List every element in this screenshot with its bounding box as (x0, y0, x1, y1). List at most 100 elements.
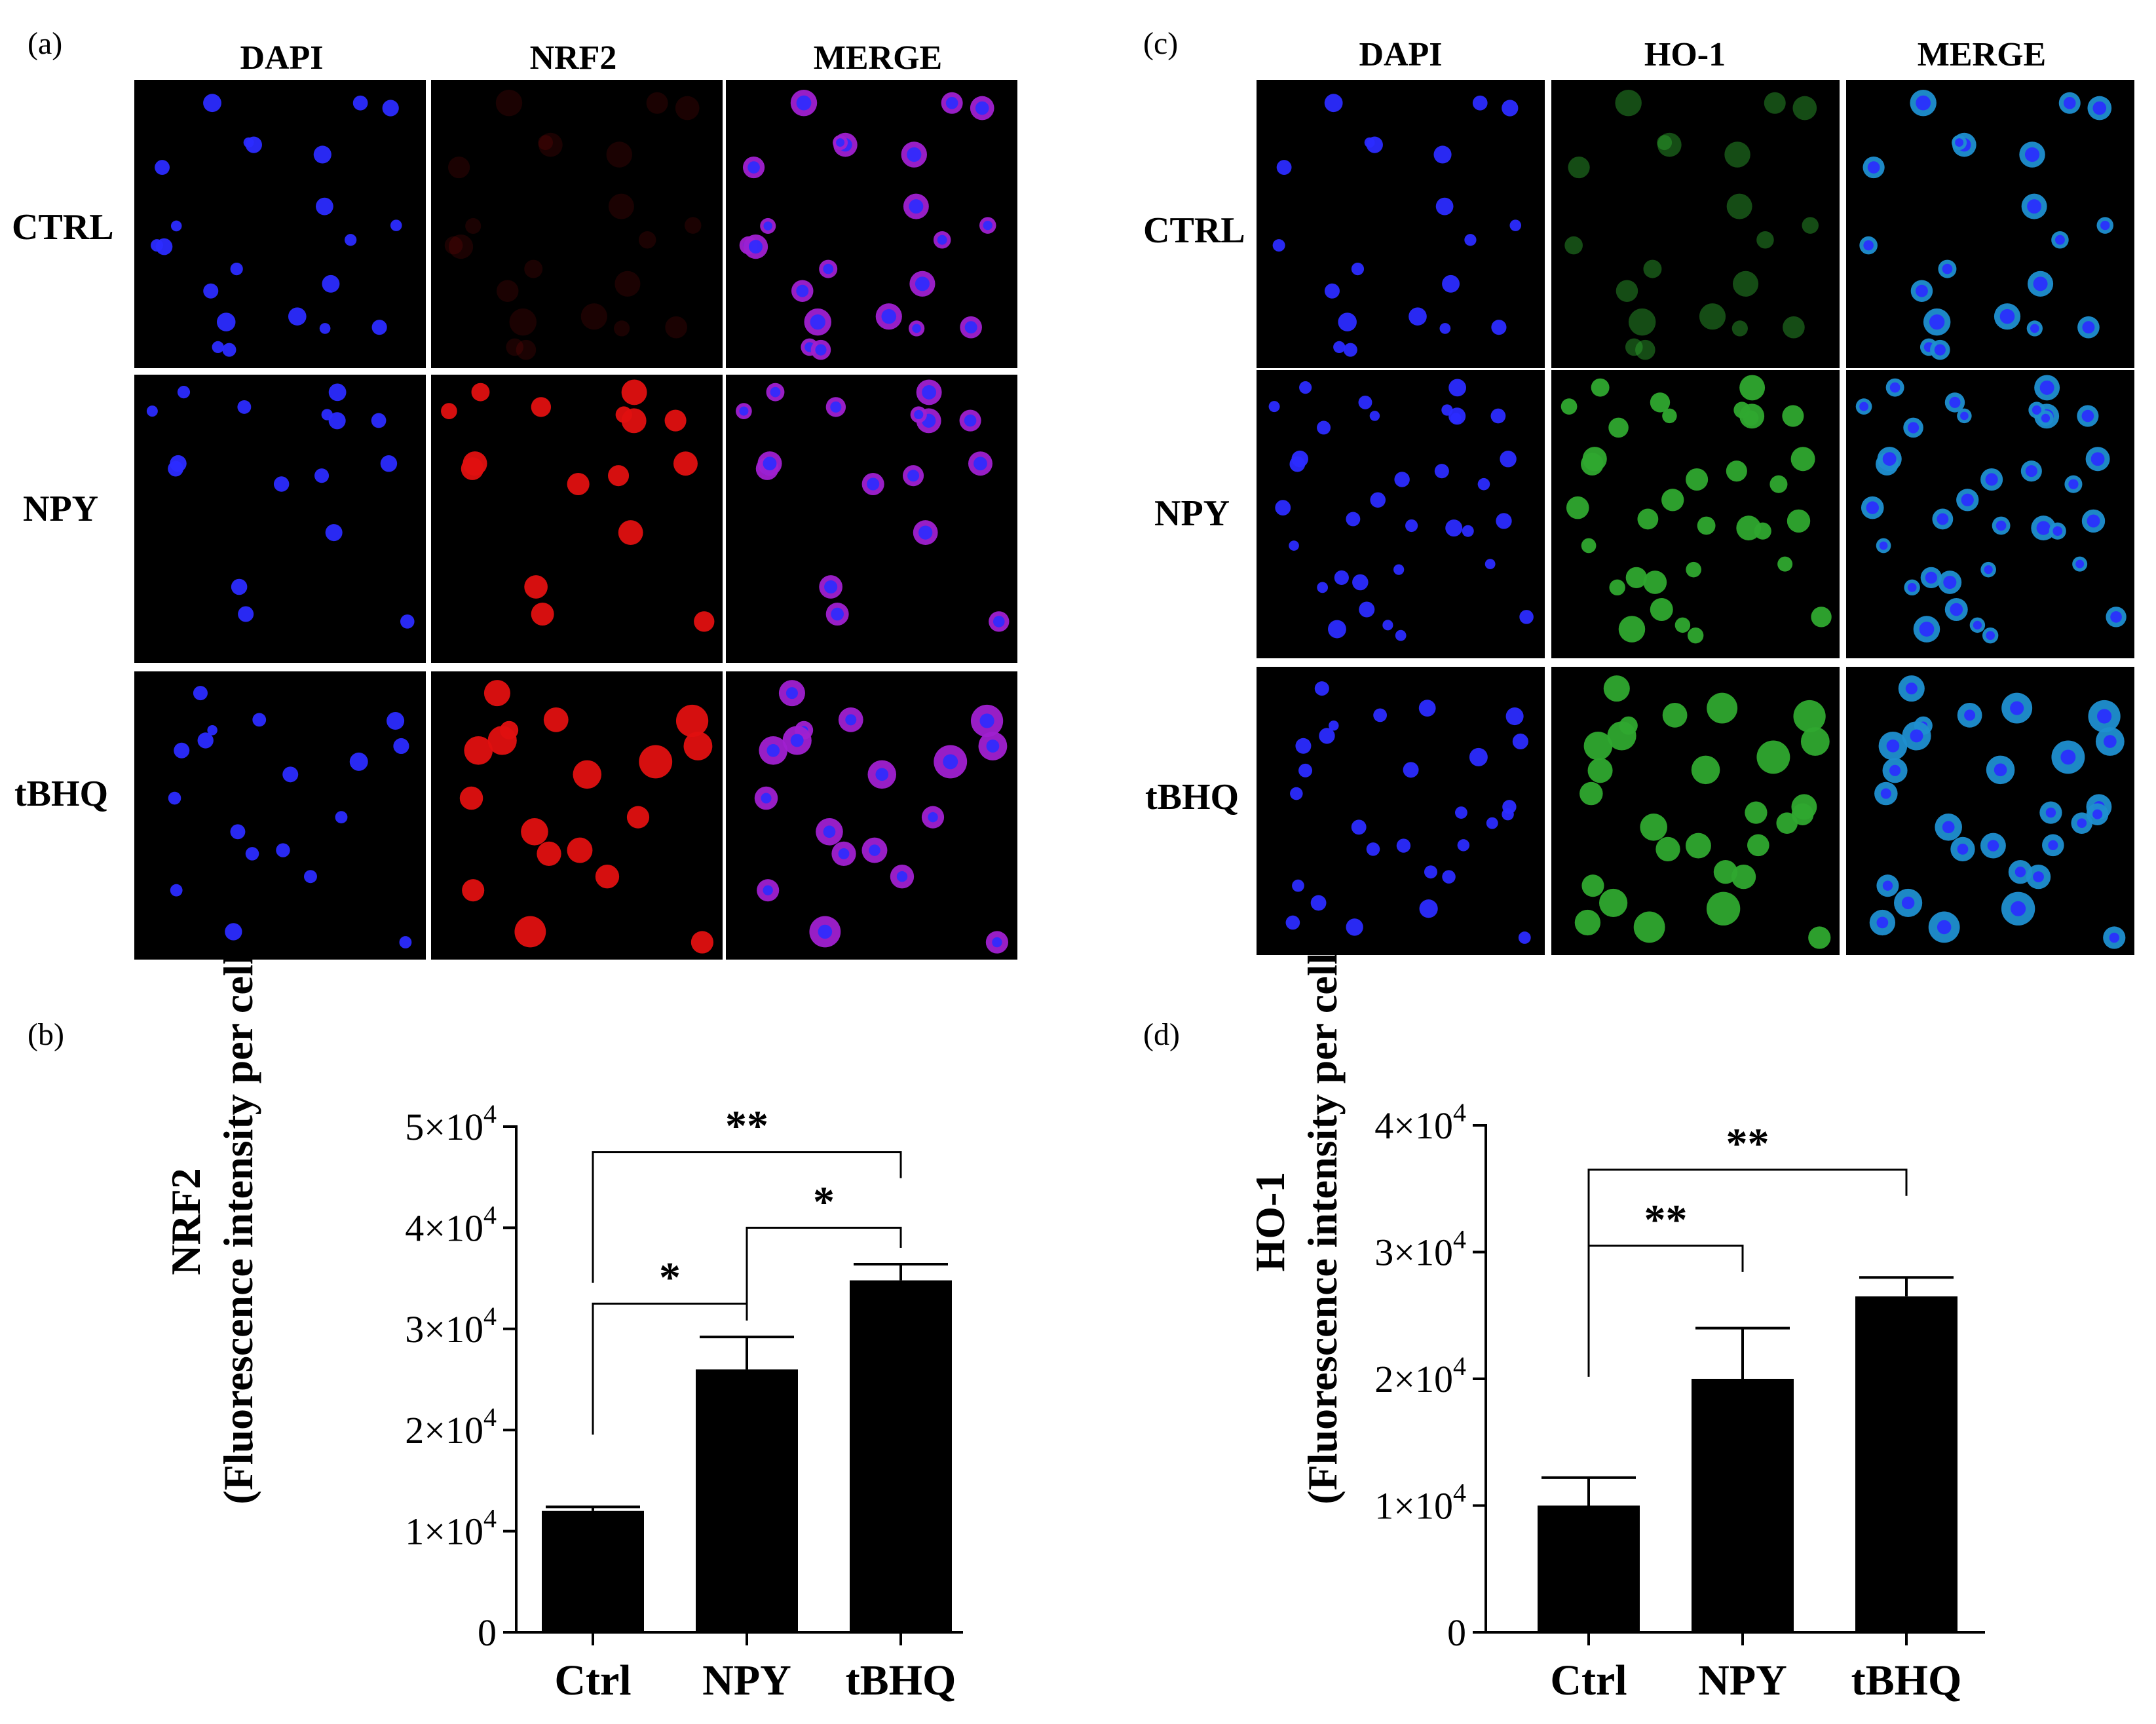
cell-nucleus (1424, 865, 1437, 879)
cell-nucleus (1502, 100, 1519, 117)
cell-nucleus (1394, 472, 1410, 487)
cell-nucleus (1731, 864, 1756, 890)
cell-nucleus-overlay (2025, 465, 2037, 478)
cell-nucleus (487, 726, 517, 755)
cell-nucleus (531, 603, 554, 626)
cell-nucleus (243, 137, 254, 148)
cell-nucleus-overlay (1859, 402, 1869, 411)
cell-nucleus (1583, 731, 1613, 760)
cell-nucleus (1358, 395, 1372, 409)
cell-nucleus-overlay (1880, 788, 1891, 799)
panel-a-col-merge: MERGE (814, 39, 942, 77)
cell-nucleus (1509, 219, 1522, 231)
cell-nucleus-overlay (907, 147, 922, 162)
cell-nucleus (626, 806, 650, 829)
cell-nucleus (288, 307, 307, 326)
cell-nucleus-overlay (2054, 234, 2065, 245)
bar-ctrl (542, 1510, 644, 1632)
cell-nucleus (537, 841, 561, 867)
significance-marker: ** (1726, 1120, 1769, 1168)
micrograph-npy-ho-1 (1551, 370, 1840, 658)
significance-marker: * (659, 1254, 681, 1302)
micrograph-npy-merge (726, 375, 1017, 663)
cell-nucleus (1502, 808, 1514, 821)
cell-nucleus (400, 614, 415, 629)
significance-bracket (1587, 1169, 1908, 1301)
cell-nucleus (1564, 236, 1583, 255)
cell-nucleus (222, 343, 236, 357)
cell-nucleus-overlay (1943, 575, 1957, 590)
cell-nucleus-overlay (1879, 541, 1888, 550)
cell-nucleus (1395, 629, 1407, 641)
y-tick-label: 4×104 (1374, 1098, 1466, 1147)
cell-nucleus (1457, 839, 1470, 852)
micrograph-background (1846, 667, 2134, 955)
cell-nucleus (683, 732, 713, 760)
micrograph-background (1257, 667, 1545, 955)
cell-nucleus (197, 732, 214, 749)
panel-c-row-ctrl: CTRL (1143, 210, 1245, 251)
cell-nucleus (1442, 870, 1456, 884)
cell-nucleus (1691, 755, 1720, 785)
cell-nucleus (615, 406, 632, 423)
cell-nucleus (1505, 707, 1524, 726)
panel-d-label: (d) (1143, 1017, 1180, 1052)
cell-nucleus (155, 238, 173, 255)
cell-nucleus-overlay (2032, 405, 2042, 415)
cell-nucleus-overlay (838, 848, 850, 859)
cell-nucleus-overlay (1919, 622, 1935, 637)
cell-nucleus (1662, 702, 1688, 728)
micrograph-npy-dapi (134, 375, 426, 663)
cell-nucleus (371, 320, 387, 335)
cell-nucleus-overlay (1957, 843, 1969, 855)
cell-nucleus (276, 843, 290, 857)
cell-nucleus (1792, 96, 1817, 121)
cell-nucleus-overlay (945, 96, 958, 109)
cell-nucleus-overlay (785, 687, 798, 700)
cell-nucleus-overlay (1866, 501, 1879, 514)
cell-nucleus-overlay (2109, 932, 2119, 943)
cell-nucleus (1787, 509, 1811, 533)
cell-nucleus (684, 217, 702, 234)
cell-nucleus (1518, 931, 1531, 944)
cell-nucleus (1640, 813, 1667, 841)
cell-nucleus (538, 135, 554, 151)
cell-nucleus (1317, 582, 1329, 593)
cell-nucleus (252, 713, 267, 727)
cell-nucleus (1442, 274, 1460, 293)
cell-nucleus (1808, 926, 1831, 949)
cell-nucleus (352, 95, 368, 111)
cell-nucleus-overlay (2039, 380, 2054, 395)
cell-nucleus-overlay (1937, 920, 1952, 935)
cell-nucleus-overlay (830, 401, 842, 413)
cell-nucleus (1324, 283, 1340, 299)
x-tick-label-tbhq: tBHQ (1851, 1657, 1962, 1704)
cell-nucleus (1346, 512, 1361, 527)
cell-nucleus (1811, 607, 1832, 628)
cell-nucleus (483, 680, 510, 707)
cell-nucleus (1574, 909, 1601, 936)
cell-nucleus-overlay (1889, 382, 1901, 393)
cell-nucleus (1396, 838, 1411, 853)
cell-nucleus-overlay (1876, 916, 1889, 929)
cell-nucleus-overlay (912, 324, 921, 333)
cell-nucleus-overlay (964, 414, 977, 427)
panel-a-col-dapi: DAPI (240, 39, 323, 77)
cell-nucleus (1285, 915, 1300, 930)
cell-nucleus-overlay (2075, 559, 2085, 569)
cell-nucleus-overlay (790, 734, 804, 747)
cell-nucleus (1490, 408, 1506, 424)
cell-nucleus (1697, 516, 1716, 535)
cell-nucleus-overlay (2100, 220, 2110, 231)
x-tick-label-ctrl: Ctrl (1550, 1657, 1627, 1704)
cell-nucleus (1635, 339, 1655, 360)
cell-nucleus (1275, 500, 1291, 516)
cell-nucleus-overlay (881, 309, 897, 324)
cell-nucleus (543, 707, 569, 732)
cell-nucleus (1445, 519, 1463, 537)
cell-nucleus-overlay (796, 95, 812, 111)
cell-nucleus-overlay (979, 713, 994, 728)
cell-nucleus (345, 234, 357, 246)
cell-nucleus (170, 455, 187, 472)
cell-nucleus-overlay (1986, 631, 1995, 641)
